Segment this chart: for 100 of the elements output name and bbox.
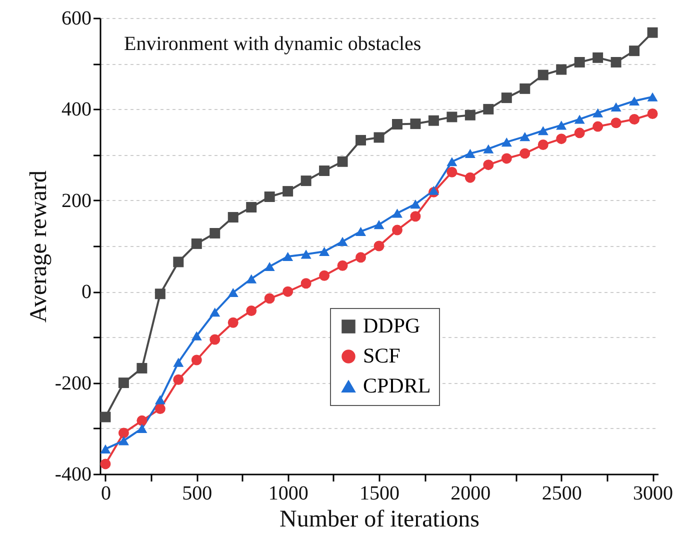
point: [264, 293, 275, 304]
point: [374, 132, 384, 143]
point: [410, 200, 421, 209]
point: [464, 110, 476, 120]
point: [556, 120, 567, 130]
point: [556, 64, 567, 75]
point: [574, 128, 585, 138]
point: [538, 126, 548, 136]
point: [610, 102, 622, 112]
point: [319, 166, 330, 176]
x-tick-label: 3000: [633, 482, 674, 504]
x-tick-label: 1500: [360, 482, 400, 504]
point: [428, 186, 439, 195]
point: [574, 56, 585, 68]
point: [100, 444, 111, 454]
point: [136, 362, 148, 374]
y-tick-label: -400: [54, 464, 92, 486]
point: [392, 208, 402, 218]
point: [629, 114, 640, 124]
x-axis-title: Number of iterations: [280, 506, 480, 532]
point: [556, 134, 567, 144]
point: [483, 144, 494, 154]
legend-label: SCF: [363, 344, 400, 368]
point: [410, 211, 421, 222]
point: [356, 134, 366, 146]
point: [464, 172, 476, 183]
y-tick-label: -200: [54, 372, 92, 394]
point: [446, 157, 458, 166]
y-tick-label: 400: [62, 98, 92, 121]
point: [520, 132, 530, 142]
point: [428, 115, 439, 126]
x-tick-label: 0: [100, 482, 111, 504]
y-tick-label: 600: [62, 8, 92, 30]
point: [501, 92, 512, 104]
point: [356, 252, 366, 263]
point: [374, 240, 384, 252]
point: [592, 121, 604, 132]
point: [610, 118, 622, 128]
point: [173, 256, 184, 268]
point: [300, 278, 312, 289]
point: [374, 220, 384, 230]
point: [228, 288, 238, 298]
point: [574, 114, 585, 124]
point: [337, 156, 348, 167]
point: [282, 252, 294, 262]
y-axis-title: Average reward: [26, 170, 52, 323]
point: [282, 186, 294, 197]
point: [392, 119, 402, 130]
point: [337, 236, 348, 246]
point: [501, 137, 512, 147]
point: [246, 274, 257, 284]
point: [610, 56, 622, 68]
y-tick-label: 0: [82, 281, 92, 304]
x-tick-label: 500: [182, 482, 212, 504]
point: [118, 428, 129, 438]
point: [483, 104, 494, 114]
point: [118, 378, 129, 388]
point: [647, 108, 658, 119]
point: [173, 358, 184, 367]
point: [538, 140, 548, 150]
point: [246, 202, 257, 212]
legend-label: CPDRL: [363, 374, 431, 398]
point: [392, 224, 402, 236]
point: [210, 334, 220, 345]
point: [647, 27, 658, 38]
point: [100, 412, 111, 422]
point: [154, 288, 166, 300]
point: [520, 148, 530, 159]
point: [319, 246, 330, 256]
point: [282, 286, 294, 297]
legend-label: DDPG: [363, 314, 420, 338]
point: [264, 192, 275, 202]
point: [136, 415, 148, 426]
point: [520, 83, 530, 94]
point: [173, 374, 184, 385]
point: [501, 153, 512, 164]
point: [191, 238, 202, 249]
point: [483, 160, 494, 170]
y-tick-label: 200: [62, 190, 92, 212]
point: [629, 46, 640, 56]
point: [356, 226, 366, 236]
point: [446, 112, 458, 122]
x-tick-label: 2000: [450, 482, 491, 504]
point: [136, 424, 148, 433]
point: [446, 166, 458, 178]
point: [191, 354, 202, 366]
point: [264, 262, 275, 272]
point: [210, 308, 220, 317]
point: [629, 96, 640, 106]
point: [337, 260, 348, 271]
point: [300, 250, 312, 259]
point: [592, 108, 604, 118]
point: [410, 118, 421, 130]
point: [319, 270, 330, 281]
text: Environment with dynamic obstacles: [124, 33, 422, 55]
point: [592, 52, 604, 63]
point: [538, 70, 548, 80]
point: [300, 176, 312, 186]
point: [464, 148, 476, 158]
point: [647, 92, 658, 102]
